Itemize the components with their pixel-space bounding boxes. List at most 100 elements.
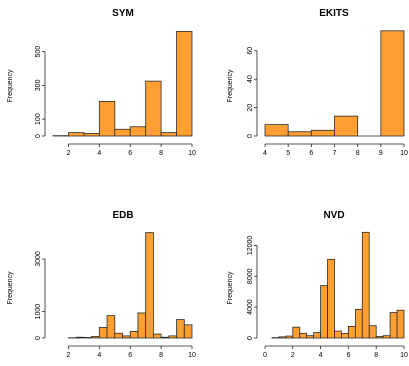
bars-edb [68, 232, 193, 339]
bar-nvd-5 [306, 335, 315, 339]
bar-nvd-3 [292, 326, 301, 339]
bar-edb-10 [145, 232, 154, 339]
y-tick-label-nvd-0: 0 [247, 336, 254, 340]
bar-nvd-18 [396, 309, 405, 339]
x-tick-label-ekits-4: 8 [356, 150, 360, 157]
y-tick-label-nvd-2: 8000 [247, 268, 254, 284]
bar-sym-5 [129, 126, 147, 137]
bar-edb-15 [183, 324, 193, 339]
bar-sym-6 [145, 80, 162, 137]
bar-edb-12 [160, 336, 170, 339]
bar-edb-3 [91, 336, 100, 339]
x-tick-label-ekits-1: 5 [286, 150, 290, 157]
bar-nvd-17 [389, 312, 398, 339]
bar-nvd-4 [299, 332, 308, 339]
bar-nvd-7 [320, 285, 328, 339]
bars-nvd [271, 231, 405, 339]
x-tick-label-ekits-6: 10 [400, 150, 408, 157]
bar-nvd-8 [327, 258, 335, 339]
y-tick-label-ekits-3: 60 [247, 47, 254, 55]
x-tick-label-sym-0: 2 [66, 150, 70, 157]
y-tick-label-ekits-2: 40 [247, 75, 254, 83]
axes-edb: 2 4 6 8 10 0 1000 3000 [35, 251, 196, 359]
bar-sym-4 [114, 128, 131, 137]
ylabel-ekits: Frequency [227, 69, 234, 103]
bar-ekits-1 [287, 131, 312, 137]
bar-edb-6 [114, 332, 123, 339]
x-tick-label-ekits-2: 6 [309, 150, 313, 157]
bar-nvd-16 [382, 335, 391, 339]
bars-sym [52, 30, 193, 137]
panel-title-ekits: EKITS [319, 8, 349, 19]
bar-nvd-6 [313, 332, 321, 339]
y-tick-label-edb-0: 0 [35, 336, 42, 340]
bar-ekits-0 [264, 124, 289, 137]
axes-nvd: 0 2 4 6 8 10 0 4000 8000 12000 [247, 236, 408, 359]
bar-edb-8 [129, 331, 139, 339]
bar-nvd-10 [341, 332, 349, 339]
x-tick-label-sym-2: 6 [128, 150, 132, 157]
bar-edb-5 [106, 315, 116, 339]
x-tick-label-ekits-5: 9 [379, 150, 383, 157]
y-tick-label-edb-1: 1000 [35, 304, 42, 320]
panel-ekits: EKITS Frequency 4 5 6 7 8 9 10 0 20 40 60 [227, 8, 408, 157]
bar-nvd-15 [375, 336, 384, 339]
bar-nvd-14 [368, 325, 377, 339]
x-tick-label-nvd-4: 8 [374, 352, 378, 359]
ylabel-edb: Frequency [7, 271, 14, 305]
bar-nvd-12 [354, 309, 363, 339]
bar-sym-2 [83, 133, 100, 137]
y-tick-label-nvd-3: 12000 [247, 236, 254, 256]
y-tick-label-nvd-1: 4000 [247, 299, 254, 315]
axes-ekits: 4 5 6 7 8 9 10 0 20 40 60 [247, 47, 408, 157]
bar-edb-13 [168, 335, 177, 339]
x-tick-label-ekits-3: 7 [333, 150, 337, 157]
bar-ekits-3 [334, 115, 359, 137]
x-tick-label-sym-3: 8 [159, 150, 163, 157]
bar-nvd-11 [347, 326, 356, 339]
x-tick-label-nvd-3: 6 [346, 352, 350, 359]
y-tick-label-ekits-0: 0 [247, 134, 254, 138]
panel-title-sym: SYM [112, 8, 134, 19]
bar-edb-7 [122, 335, 131, 339]
bar-edb-2 [83, 337, 93, 339]
x-tick-label-edb-2: 6 [128, 352, 132, 359]
y-tick-label-ekits-1: 20 [247, 104, 254, 112]
bar-ekits-5 [380, 30, 405, 137]
y-tick-label-sym-0: 0 [35, 134, 42, 138]
y-tick-label-sym-2: 300 [35, 79, 42, 91]
bar-sym-8 [176, 30, 193, 137]
x-tick-label-ekits-0: 4 [263, 150, 267, 157]
panel-edb: EDB Frequency 2 4 6 8 10 0 1000 3000 [7, 210, 196, 359]
bar-nvd-1 [278, 336, 287, 339]
bar-ekits-2 [310, 129, 335, 137]
bar-edb-9 [137, 312, 147, 339]
bar-nvd-9 [334, 330, 342, 339]
panel-title-nvd: NVD [323, 210, 344, 221]
ylabel-sym: Frequency [7, 69, 14, 103]
bars-ekits [264, 30, 405, 137]
y-tick-label-sym-3: 500 [35, 46, 42, 58]
bar-nvd-2 [285, 335, 294, 339]
panel-title-edb: EDB [112, 210, 133, 221]
x-tick-label-nvd-2: 4 [319, 352, 323, 359]
panel-nvd: NVD Frequency 0 2 4 6 8 10 0 4000 8000 12000 [227, 210, 408, 359]
ylabel-nvd: Frequency [227, 271, 234, 305]
x-tick-label-nvd-1: 2 [291, 352, 295, 359]
y-tick-label-edb-2: 3000 [35, 251, 42, 267]
x-tick-label-nvd-5: 10 [400, 352, 408, 359]
bar-sym-3 [98, 101, 116, 137]
bar-nvd-13 [361, 231, 370, 339]
bar-edb-11 [152, 333, 162, 339]
x-tick-label-edb-3: 8 [159, 352, 163, 359]
bar-sym-7 [160, 132, 177, 137]
x-tick-label-sym-1: 4 [97, 150, 101, 157]
bar-sym-1 [68, 132, 85, 137]
x-tick-label-edb-4: 10 [188, 352, 196, 359]
bar-edb-14 [176, 319, 185, 339]
x-tick-label-edb-0: 2 [66, 352, 70, 359]
x-tick-label-edb-1: 4 [97, 352, 101, 359]
